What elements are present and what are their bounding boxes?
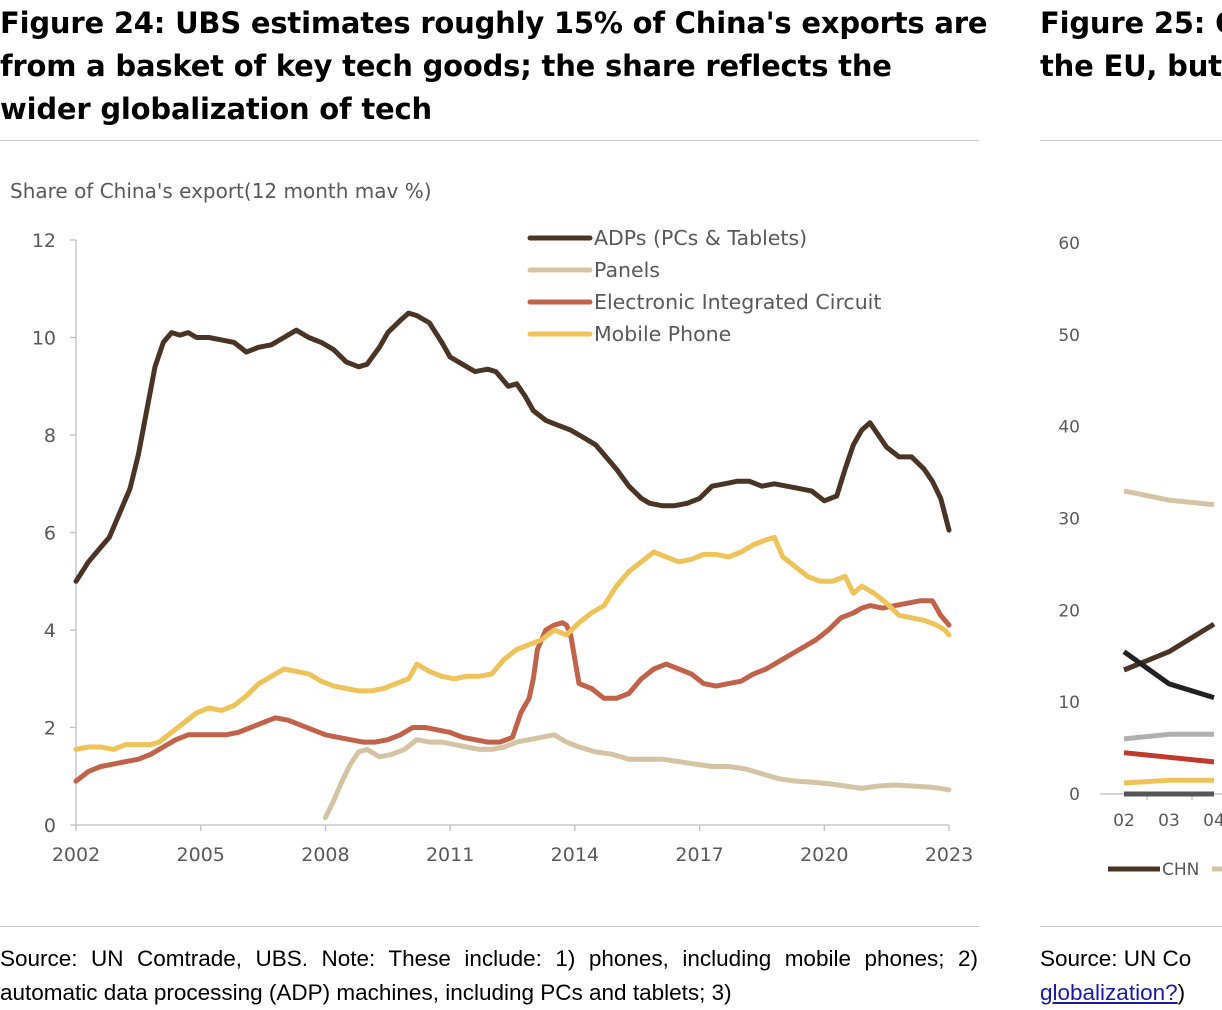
- x-tick-label: 2005: [177, 844, 225, 866]
- right-y-tick-label: 50: [1058, 326, 1080, 346]
- legend-label-mobile-phone: Mobile Phone: [594, 322, 731, 346]
- y-tick-label: 10: [32, 328, 56, 350]
- right-legend-label-chn: CHN: [1162, 860, 1199, 880]
- figure-25-title-line2: the EU, but: [1040, 49, 1222, 83]
- x-tick-label: 2002: [52, 844, 100, 866]
- y-tick-label: 12: [32, 230, 56, 252]
- right-y-tick-label: 30: [1058, 510, 1080, 530]
- right-y-tick-label: 10: [1058, 693, 1080, 713]
- legend-label-panels: Panels: [594, 258, 660, 282]
- legend-label-electronic-integrated-circuit: Electronic Integrated Circuit: [594, 290, 881, 314]
- figure-25-source-link[interactable]: globalization?: [1040, 980, 1178, 1005]
- y-tick-label: 4: [44, 620, 56, 642]
- x-tick-label: 2011: [426, 844, 474, 866]
- series-line-panels: [322, 732, 952, 821]
- y-tick-label: 6: [44, 523, 56, 545]
- y-axis-title: Share of China's export(12 month mav %): [10, 179, 432, 203]
- right-y-tick-label: 40: [1058, 418, 1080, 438]
- series-line-adps-pcs-tablets: [73, 310, 952, 584]
- x-tick-label: 2023: [925, 844, 973, 866]
- x-tick-label: 2020: [800, 844, 848, 866]
- right-x-tick-label: 03: [1158, 811, 1180, 831]
- right-x-tick-label: 02: [1113, 811, 1135, 831]
- figure-25-title-line1: Figure 25: C: [1040, 6, 1222, 40]
- figure-25-title: Figure 25: C the EU, but: [1040, 2, 1222, 88]
- right-top-rule: [1040, 140, 1222, 141]
- left-bottom-rule: [0, 926, 979, 927]
- figure-25-chart: 0 10 20 30 40 50 60 02 03 04 CHN: [1058, 234, 1222, 880]
- x-tick-label: 2014: [551, 844, 599, 866]
- figure-24-title: Figure 24: UBS estimates roughly 15% of …: [0, 6, 988, 126]
- figure-25-source-suffix: ): [1177, 980, 1186, 1005]
- right-series-line-5: [1123, 777, 1214, 786]
- y-tick-label: 2: [44, 718, 56, 740]
- right-series-line-1: [1122, 649, 1215, 700]
- left-top-rule: [0, 140, 979, 141]
- right-series-line-2: [1123, 488, 1215, 508]
- x-tick-label: 2017: [675, 844, 723, 866]
- legend-label-adps-pcs-tablets: ADPs (PCs & Tablets): [594, 226, 807, 250]
- right-x-tick-label: 04: [1203, 811, 1222, 831]
- y-tick-label: 0: [44, 815, 56, 837]
- series-line-mobile-phone: [73, 534, 952, 752]
- figure-24-chart: Share of China's export(12 month mav %) …: [10, 179, 973, 866]
- right-y-tick-label: 60: [1058, 234, 1080, 254]
- right-y-tick-label: 0: [1069, 785, 1080, 805]
- x-tick-label: 2008: [301, 844, 349, 866]
- series-line-electronic-integrated-circuit: [73, 598, 952, 784]
- right-bottom-rule: [1040, 926, 1222, 927]
- figure-25-source-note: Source: UN Co globalization?): [1040, 942, 1222, 1010]
- right-series-line-4: [1123, 750, 1215, 765]
- right-y-tick-label: 20: [1058, 601, 1080, 621]
- figure-24-source-note: Source: UN Comtrade, UBS. Note: These in…: [0, 946, 978, 1005]
- figure-25-source-prefix: Source: UN Co: [1040, 946, 1192, 971]
- right-series-line-3: [1123, 731, 1214, 742]
- y-tick-label: 8: [44, 425, 56, 447]
